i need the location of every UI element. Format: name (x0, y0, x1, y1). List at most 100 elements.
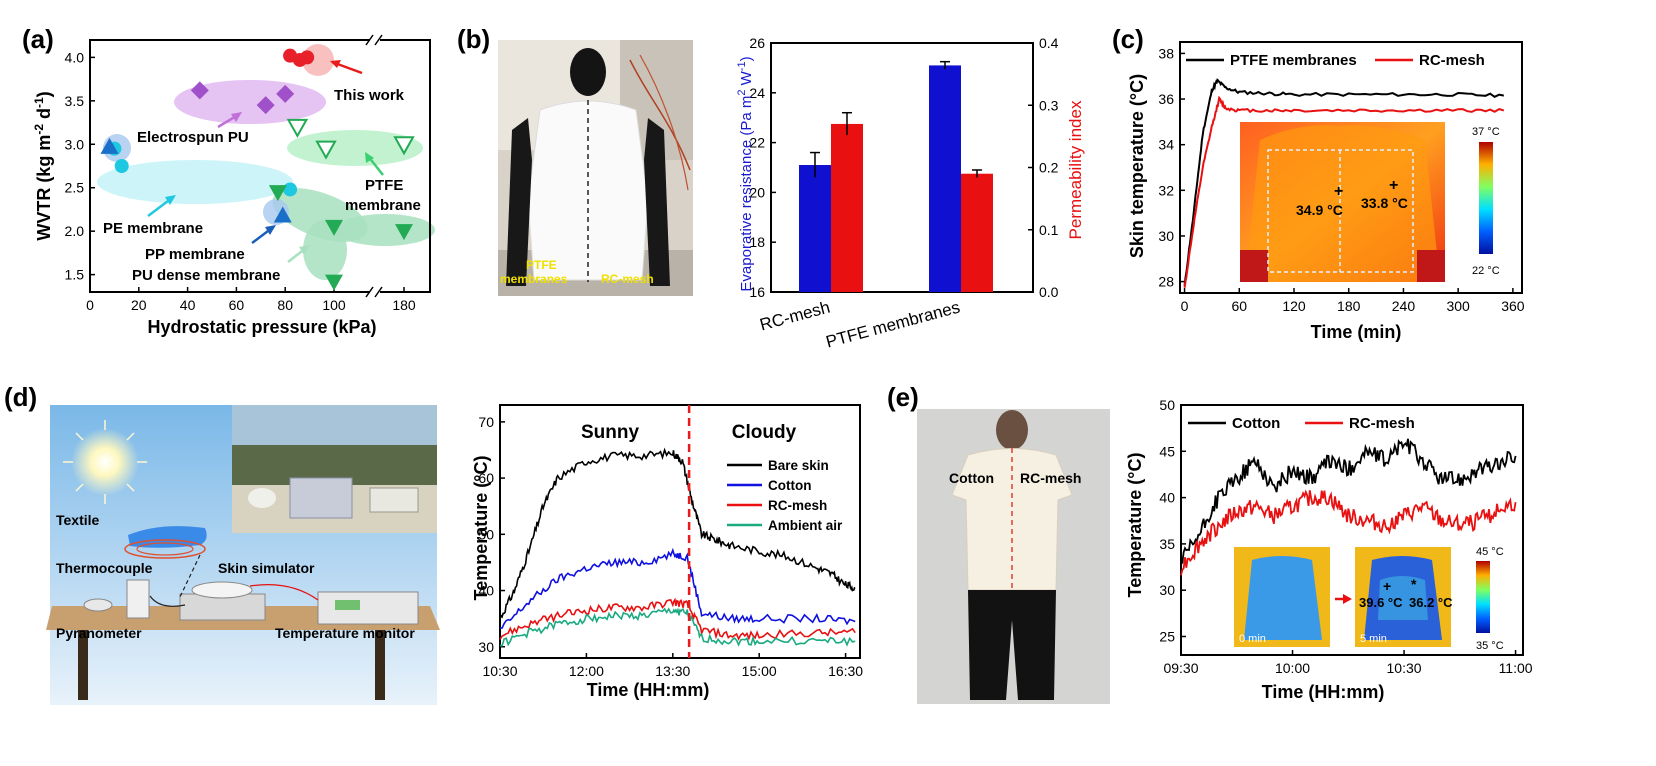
panel-label-d: (d) (4, 382, 37, 412)
legend-label-e-0: Cotton (1232, 415, 1280, 432)
plot-area-a: 0 20 40 60 80 100 180 1.5 2.0 2.5 3.0 3.5 4.0 (65, 34, 431, 313)
label-ptfe-membrane: PTFE membrane (345, 177, 421, 214)
x-tick-d-3: 15:00 (742, 663, 777, 679)
y-tick-e-0: 25 (1159, 628, 1175, 644)
y-tick-right-b-2: 0.2 (1039, 160, 1059, 176)
panel-label-b: (b) (457, 24, 490, 54)
frame-a (89, 39, 431, 293)
label-this-work: This work (334, 87, 405, 104)
colorbar-max-c: 37 °C (1472, 126, 1500, 138)
y-tick-left-b-5: 26 (749, 35, 765, 51)
x-tick-e-1: 10:00 (1275, 660, 1310, 676)
point-pu-dense-membrane-2 (395, 224, 413, 241)
annotation-arrows-a (147, 60, 384, 263)
inset-reading-1: 34.9 °C (1296, 202, 1343, 218)
diagram-label-thermocouple: Thermocouple (56, 560, 153, 576)
y-tick-c-4: 36 (1158, 91, 1174, 107)
xlabel-d: Time (HH:mm) (587, 680, 710, 700)
panel-label-c: (c) (1112, 24, 1144, 54)
ylabel-e: Temperature (°C) (1125, 453, 1145, 598)
line-rc-mesh (1183, 95, 1505, 288)
inset-cross-1: + (1334, 183, 1343, 200)
x-tick-c-4: 240 (1392, 298, 1416, 314)
inset-e-time-5: 5 min (1360, 633, 1387, 645)
x-tick-d-1: 12:00 (569, 663, 604, 679)
photo-label-rc-mesh: RC-mesh (601, 272, 654, 286)
x-tick-c-2: 120 (1282, 298, 1306, 314)
y-tick-a-1: 2.0 (65, 223, 85, 239)
photo-label-ptfe-line2: membranes (500, 272, 568, 286)
panel-b: (b) PTFE membranes RC-mesh 16 18 20 22 24 26 0… (457, 24, 1085, 352)
y-tick-e-3: 40 (1159, 490, 1175, 506)
y-tick-left-b-2: 20 (749, 184, 765, 200)
x-tick-a-2: 40 (180, 297, 196, 313)
label-pp-membrane: PP membrane (145, 246, 245, 263)
x-tick-d-0: 10:30 (482, 663, 517, 679)
label-pu-dense-membrane: PU dense membrane (132, 267, 280, 284)
ylabel-right-b: Permeability index (1066, 100, 1085, 239)
y-tick-c-5: 38 (1158, 45, 1174, 61)
label-pe-membrane: PE membrane (103, 220, 203, 237)
ylabel-a: WVTR (kg m-2 d-1) (32, 91, 54, 240)
x-tick-a-0: 0 (86, 297, 94, 313)
photo-label-cotton: Cotton (949, 470, 994, 486)
bar-right-1 (961, 173, 993, 292)
x-tick-c-1: 60 (1231, 298, 1247, 314)
bar-right-0 (831, 123, 863, 292)
x-tick-d-4: 16:30 (828, 663, 863, 679)
ptfe-region (287, 130, 423, 166)
photo-label-rc-mesh-e: RC-mesh (1020, 470, 1081, 486)
photo-label-ptfe: PTFE membranes (500, 258, 568, 286)
y-tick-e-4: 45 (1159, 443, 1175, 459)
inset-e-reading-2: 36.2 °C (1409, 595, 1453, 610)
mannequin-photo (498, 40, 693, 296)
point-pp-membrane-1 (273, 206, 292, 223)
frame-c (1179, 41, 1523, 294)
y-tick-d-2: 50 (478, 526, 494, 542)
point-ptfe-membrane-2 (393, 136, 415, 156)
ylabel-d: Temperature (°C) (471, 456, 491, 601)
label-electrospun-pu: Electrospun PU (137, 129, 249, 146)
axis-break-mark-0a (365, 34, 374, 46)
region-label-sunny: Sunny (581, 422, 639, 443)
x-tick-c-0: 0 (1181, 298, 1189, 314)
axis-break-mark-1b (374, 286, 383, 298)
x-tick-a-1: 20 (131, 297, 147, 313)
point-this-work-2 (300, 50, 315, 65)
y-tick-right-b-4: 0.4 (1039, 35, 1059, 51)
colorbar-c (1479, 142, 1493, 254)
diagram-label-pyranometer: Pyranometer (56, 625, 142, 641)
axis-break-mark-1a (365, 286, 374, 298)
point-pe-membrane-1 (114, 159, 129, 173)
point-pp-membrane-0 (100, 137, 119, 154)
y-tick-d-1: 40 (478, 583, 494, 599)
y-tick-left-b-0: 16 (749, 284, 765, 300)
ylabel-left-b: Evaporative resistance (Pa m2 W-1) (736, 56, 755, 291)
x-tick-a-3: 60 (229, 297, 245, 313)
x-tick-e-2: 10:30 (1387, 660, 1422, 676)
line-rc-mesh (1180, 489, 1517, 576)
thermal-inset-e: + * 39.6 °C 36.2 °C 0 min 5 min 45 °C 35… (1234, 546, 1504, 652)
x-tick-c-5: 300 (1446, 298, 1470, 314)
setup-illustration (46, 405, 440, 705)
y-tick-c-0: 28 (1158, 274, 1174, 290)
axis-break-bottom-gap (370, 288, 380, 296)
x-tick-b-0: RC-mesh (758, 298, 832, 335)
point-electrospun-pu-0 (190, 81, 209, 100)
y-tick-right-b-3: 0.3 (1039, 97, 1059, 113)
plot-area-e: 09:30 10:00 10:30 11:00 25 30 35 40 45 50 Cotton RC… (1159, 397, 1532, 676)
panel-e: (e) Cotton RC-mesh 09:30 10:00 10:30 11:00 2… (887, 382, 1533, 704)
legend-label-d-3: Ambient air (768, 518, 843, 533)
plot-area-c: 0 60 120 180 240 300 360 28 30 32 34 36 38 PTFE membr… (1158, 41, 1525, 314)
legend-label-c-1: RC-mesh (1419, 52, 1485, 69)
point-pu-dense-membrane-3 (325, 274, 343, 291)
y-tick-right-b-1: 0.1 (1039, 222, 1059, 238)
frame-e (1180, 404, 1524, 656)
x-tick-a-4: 80 (277, 297, 293, 313)
inset-reading-2: 33.8 °C (1361, 195, 1408, 211)
diagram-label-textile: Textile (56, 512, 100, 528)
y-tick-d-0: 30 (478, 639, 494, 655)
line-ambient-air (499, 607, 856, 647)
y-tick-e-2: 35 (1159, 536, 1175, 552)
panel-label-a: (a) (22, 24, 54, 54)
